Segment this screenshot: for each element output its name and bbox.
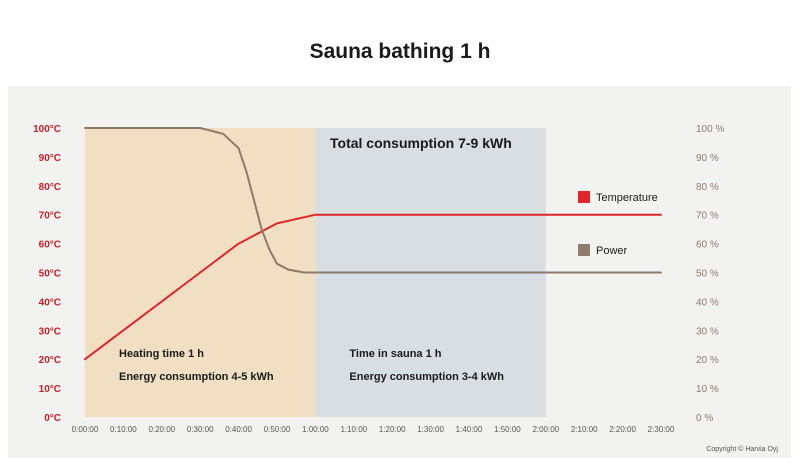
- y-right-tick: 50 %: [696, 269, 719, 280]
- legend-swatch-temperature: [578, 191, 590, 203]
- y-right-tick: 40 %: [696, 297, 719, 308]
- region-2-label-2: Energy consumption 3-4 kWh: [349, 371, 504, 383]
- x-tick: 0:30:00: [187, 425, 214, 434]
- legend-label-temperature: Temperature: [596, 192, 658, 204]
- x-tick: 1:30:00: [417, 425, 444, 434]
- y-right-tick: 70 %: [696, 211, 719, 222]
- x-tick: 2:30:00: [648, 425, 675, 434]
- x-tick: 2:10:00: [571, 425, 598, 434]
- chart-title: Sauna bathing 1 h: [309, 40, 491, 63]
- x-tick: 1:50:00: [494, 425, 521, 434]
- legend-label-power: Power: [596, 245, 628, 257]
- x-tick: 1:00:00: [302, 425, 329, 434]
- y-left-tick: 80°C: [39, 182, 61, 193]
- y-left-tick: 60°C: [39, 240, 61, 251]
- y-right-tick: 20 %: [696, 355, 719, 366]
- series-layer: [84, 127, 662, 361]
- y-right-tick: 0 %: [696, 413, 713, 424]
- y-left-tick: 0°C: [44, 413, 61, 424]
- x-tick: 1:20:00: [379, 425, 406, 434]
- region-1-label-1: Heating time 1 h: [119, 348, 204, 360]
- ticks-layer: 0°C 10°C 20°C 30°C 40°C 50°C 60°C 70°C 80°C 90°C 1…: [33, 124, 724, 434]
- x-tick: 0:40:00: [225, 425, 252, 434]
- y-left-tick: 20°C: [39, 355, 61, 366]
- total-consumption-label: Total consumption 7-9 kWh: [330, 135, 512, 151]
- x-tick: 0:50:00: [264, 425, 291, 434]
- y-left-tick: 100°C: [33, 124, 61, 135]
- legend-swatch-power: [578, 244, 590, 256]
- y-left-tick: 40°C: [39, 297, 61, 308]
- x-tick: 0:10:00: [110, 425, 137, 434]
- y-left-tick: 50°C: [39, 269, 61, 280]
- y-right-tick: 90 %: [696, 153, 719, 164]
- region-1-label-2: Energy consumption 4-5 kWh: [119, 371, 274, 383]
- y-left-tick: 90°C: [39, 153, 61, 164]
- series-temperature-line: [84, 213, 662, 361]
- copyright-text: Copyright © Harvia Oyj: [706, 445, 778, 453]
- series-power-line: [84, 127, 662, 274]
- x-tick: 2:00:00: [532, 425, 559, 434]
- y-left-tick: 30°C: [39, 326, 61, 337]
- x-tick: 0:00:00: [72, 425, 99, 434]
- y-right-tick: 80 %: [696, 182, 719, 193]
- x-tick: 1:10:00: [340, 425, 367, 434]
- y-right-tick: 10 %: [696, 384, 719, 395]
- region-2-label-1: Time in sauna 1 h: [349, 348, 441, 360]
- x-tick: 2:20:00: [609, 425, 636, 434]
- y-right-tick: 100 %: [696, 124, 724, 135]
- y-right-tick: 30 %: [696, 326, 719, 337]
- x-tick: 0:20:00: [148, 425, 175, 434]
- y-left-tick: 10°C: [39, 384, 61, 395]
- x-tick: 1:40:00: [456, 425, 483, 434]
- annotations-layer: Heating time 1 h Energy consumption 4-5 k…: [119, 135, 778, 453]
- y-left-tick: 70°C: [39, 211, 61, 222]
- legend: Temperature Power: [578, 191, 658, 257]
- y-right-tick: 60 %: [696, 240, 719, 251]
